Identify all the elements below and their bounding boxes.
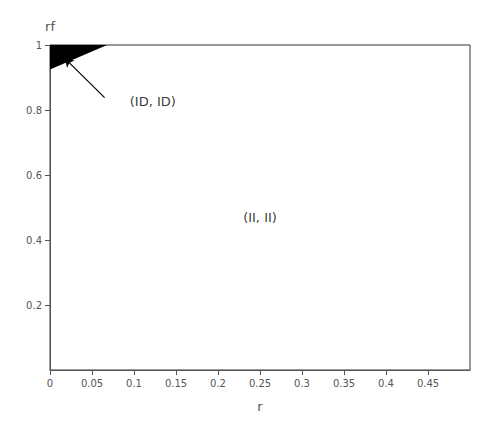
- svg-text:0.3: 0.3: [294, 378, 310, 389]
- svg-text:0.6: 0.6: [26, 170, 42, 181]
- svg-text:0.35: 0.35: [333, 378, 355, 389]
- svg-text:r: r: [257, 399, 263, 414]
- svg-text:0.15: 0.15: [165, 378, 187, 389]
- svg-text:0.2: 0.2: [210, 378, 226, 389]
- svg-text:(II, II): (II, II): [243, 210, 277, 225]
- svg-text:1: 1: [36, 40, 42, 51]
- svg-text:0.45: 0.45: [417, 378, 439, 389]
- svg-text:0.2: 0.2: [26, 300, 42, 311]
- svg-text:0.1: 0.1: [126, 378, 142, 389]
- svg-text:0.4: 0.4: [26, 235, 42, 246]
- svg-text:0.4: 0.4: [378, 378, 394, 389]
- svg-text:0: 0: [47, 378, 53, 389]
- svg-text:rf: rf: [45, 19, 55, 34]
- svg-text:0.8: 0.8: [26, 105, 42, 116]
- svg-text:0.25: 0.25: [249, 378, 271, 389]
- svg-text:0.05: 0.05: [81, 378, 103, 389]
- svg-text:(ID, ID): (ID, ID): [130, 94, 176, 109]
